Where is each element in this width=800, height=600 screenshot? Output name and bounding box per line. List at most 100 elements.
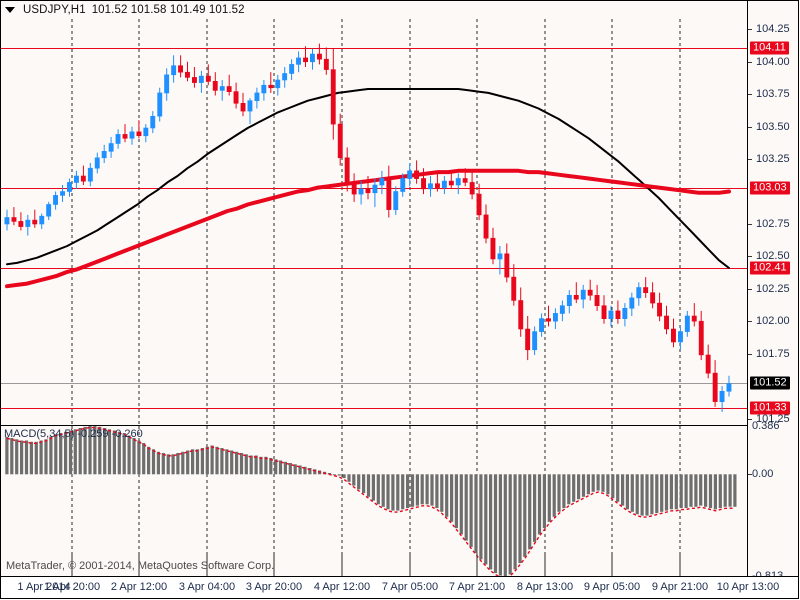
macd-histogram-bar <box>435 474 439 509</box>
price-axis-tick <box>748 159 752 161</box>
price-badge-104-11[interactable]: 104.11 <box>750 41 789 55</box>
candle-body <box>358 188 364 195</box>
candle-body <box>691 315 697 322</box>
macd-histogram-bar <box>557 474 561 512</box>
candle-body <box>330 69 336 125</box>
macd-histogram-bar <box>660 474 664 512</box>
macd-histogram-bar <box>327 473 331 475</box>
price-axis-tick <box>748 223 752 225</box>
price-badge-101-52[interactable]: 101.52 <box>750 376 790 390</box>
candle-body <box>25 219 31 227</box>
candle-body <box>275 79 281 89</box>
chart-menu-triangle-icon[interactable] <box>5 6 15 13</box>
price-badge-101-33[interactable]: 101.33 <box>750 401 790 415</box>
time-axis-label: 1 Apr 2014 <box>17 581 71 593</box>
macd-histogram-bar <box>283 461 287 475</box>
candle <box>476 183 482 221</box>
price-axis-tick <box>748 29 752 31</box>
candle <box>192 67 197 88</box>
candle-body <box>421 178 426 190</box>
macd-histogram-bar <box>513 474 517 570</box>
candle <box>650 282 656 309</box>
candle <box>719 386 725 412</box>
candle-body <box>379 178 385 186</box>
macd-histogram-bar <box>137 440 141 475</box>
macd-signal-line <box>6 426 736 576</box>
macd-histogram-bar <box>171 454 175 475</box>
candle <box>275 74 281 96</box>
candle-body <box>233 91 239 104</box>
macd-histogram-bar <box>59 433 63 475</box>
candle-body <box>11 217 17 222</box>
candle <box>115 129 121 149</box>
candle-body <box>545 318 551 322</box>
macd-indicator-pane[interactable] <box>1 426 747 576</box>
candle <box>525 316 531 361</box>
candle <box>559 300 565 322</box>
price-axis-tick <box>748 353 752 355</box>
candle <box>705 344 711 379</box>
macd-axis-tick <box>748 474 752 476</box>
candle-body <box>80 175 86 182</box>
price-badge-103-03[interactable]: 103.03 <box>750 181 790 195</box>
symbol-label: USDJPY,H1 <box>23 3 86 16</box>
candle <box>601 295 607 324</box>
time-axis-label: 7 Apr 21:00 <box>448 581 506 593</box>
candle <box>469 172 475 200</box>
candle-body <box>393 191 399 211</box>
macd-histogram-bar <box>308 468 312 475</box>
candle <box>511 264 517 306</box>
candle-body <box>143 127 149 137</box>
price-axis-label: 102.25 <box>756 282 790 295</box>
macd-histogram-bar <box>728 474 732 507</box>
macd-histogram-bar <box>562 474 566 509</box>
candle <box>497 246 503 275</box>
macd-histogram-bar <box>73 429 77 475</box>
pane-divider <box>1 425 747 426</box>
candle <box>545 305 551 327</box>
candle-body <box>150 116 156 129</box>
price-badge-102-41[interactable]: 102.41 <box>750 261 790 275</box>
candle-body <box>434 183 440 188</box>
candle <box>219 80 225 101</box>
candle <box>101 144 107 163</box>
candle-body <box>372 184 378 194</box>
price-axis-label: 102.75 <box>756 217 790 230</box>
price-axis-tick <box>748 288 752 290</box>
candle <box>483 204 489 244</box>
macd-histogram-bar <box>151 449 156 475</box>
candle <box>39 213 45 230</box>
candle-body <box>539 318 545 332</box>
price-chart-pane[interactable] <box>1 19 747 425</box>
time-scale[interactable]: 1 Apr 2014 1 Apr 20:00 2 Apr 12:00 3 Apr 04… <box>1 576 798 598</box>
macd-histogram-bar <box>684 474 688 509</box>
candle <box>344 147 350 192</box>
candle-body <box>441 180 447 188</box>
macd-histogram-bar <box>616 474 620 502</box>
macd-histogram-bar <box>528 474 532 550</box>
candle <box>677 326 683 350</box>
macd-histogram-bar <box>469 474 473 547</box>
candle <box>4 209 10 231</box>
candle <box>80 165 86 185</box>
price-scale[interactable]: 104.25 104.00 103.75 103.50 103.25 102.75 102.… <box>747 1 798 582</box>
macd-histogram-bar <box>352 474 356 486</box>
candle-body <box>414 170 419 179</box>
candle-body <box>608 310 614 319</box>
candle <box>552 308 558 329</box>
macd-histogram-bar <box>606 474 610 495</box>
candle-body <box>94 157 100 169</box>
candle-body <box>594 294 600 306</box>
candle-body <box>552 313 558 322</box>
macd-histogram-bar <box>249 455 253 475</box>
candle-body <box>136 131 142 137</box>
candle-body <box>476 193 482 216</box>
candle-body <box>684 315 690 332</box>
candle <box>337 113 343 166</box>
candle-body <box>483 214 489 239</box>
macd-histogram-bar <box>5 436 9 475</box>
candle <box>164 68 170 101</box>
macd-histogram-bar <box>669 474 673 510</box>
candle <box>532 326 538 355</box>
price-axis-tick <box>748 321 752 323</box>
